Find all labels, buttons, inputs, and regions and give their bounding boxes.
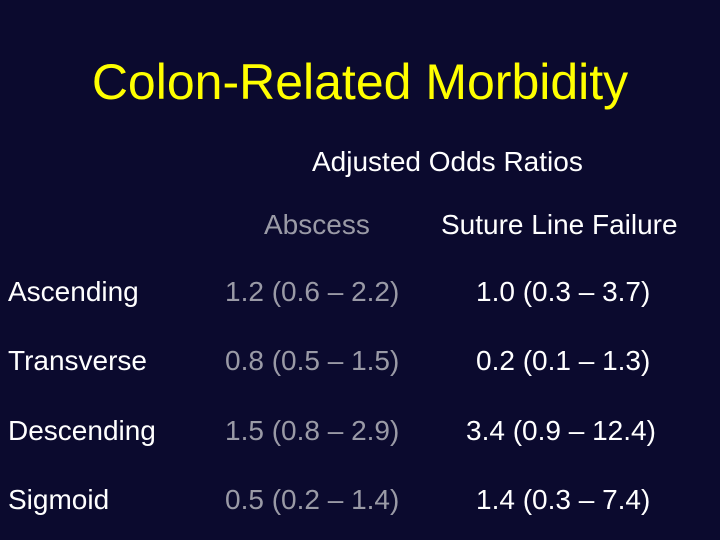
abscess-odds-ratio: 0.5 (0.2 – 1.4) [225,484,400,515]
suture-odds-ratio: 3.4 (0.9 – 12.4) [466,415,656,446]
row-label: Sigmoid [8,484,110,515]
slide-subtitle: Adjusted Odds Ratios [312,146,583,177]
table-row-ascending: Ascending 1.2 (0.6 – 2.2) 1.0 (0.3 – 3.7… [0,272,720,312]
table-row-transverse: Transverse 0.8 (0.5 – 1.5) 0.2 (0.1 – 1.… [0,341,720,381]
column-header-abscess: Abscess [264,209,370,240]
row-label: Ascending [8,276,139,307]
suture-odds-ratio: 0.2 (0.1 – 1.3) [476,345,651,376]
abscess-odds-ratio: 1.2 (0.6 – 2.2) [225,276,400,307]
suture-odds-ratio: 1.4 (0.3 – 7.4) [476,484,651,515]
row-label: Transverse [8,345,148,376]
row-label: Descending [8,415,156,446]
abscess-odds-ratio: 0.8 (0.5 – 1.5) [225,345,400,376]
suture-odds-ratio: 1.0 (0.3 – 3.7) [476,276,651,307]
abscess-odds-ratio: 1.5 (0.8 – 2.9) [225,415,400,446]
table-row-sigmoid: Sigmoid 0.5 (0.2 – 1.4) 1.4 (0.3 – 7.4) [0,480,720,520]
slide-title: Colon-Related Morbidity [91,54,629,110]
table-row-descending: Descending 1.5 (0.8 – 2.9) 3.4 (0.9 – 12… [0,411,720,451]
column-header-suture-line-failure: Suture Line Failure [441,209,678,240]
